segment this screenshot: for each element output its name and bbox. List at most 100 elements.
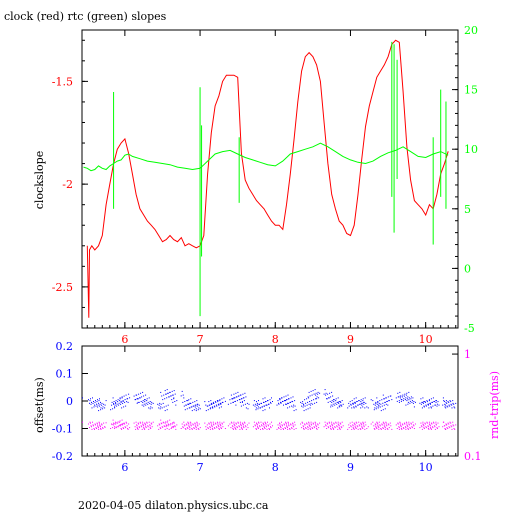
offset-point xyxy=(333,401,335,403)
offset-point xyxy=(362,400,364,402)
offset-point xyxy=(258,400,259,402)
rnd-trip-point xyxy=(193,428,195,429)
rnd-trip-point xyxy=(400,426,402,428)
rnd-trip-point xyxy=(453,428,455,429)
offset-point xyxy=(264,405,265,407)
offset-point xyxy=(119,398,121,400)
rnd-trip-point xyxy=(169,424,171,426)
rnd-trip-point xyxy=(452,424,454,426)
offset-point xyxy=(307,408,309,410)
offset-point xyxy=(411,400,413,402)
rnd-trip-point xyxy=(173,425,175,427)
offset-point xyxy=(187,400,189,402)
rnd-trip-point xyxy=(285,421,287,423)
rnd-trip-point xyxy=(114,428,116,429)
rnd-trip-point xyxy=(246,424,248,426)
rnd-trip-point xyxy=(262,428,263,429)
offset-point xyxy=(382,409,384,411)
offset-point xyxy=(98,400,100,402)
rnd-trip-point xyxy=(325,424,327,426)
rnd-trip-point xyxy=(184,425,186,427)
offset-point xyxy=(293,404,295,406)
rnd-trip-point xyxy=(352,424,354,426)
rnd-trip-point xyxy=(287,421,289,423)
offset-point xyxy=(289,401,291,403)
offset-point xyxy=(213,402,215,404)
rnd-trip-point xyxy=(245,426,247,428)
rnd-trip-point xyxy=(113,422,115,424)
offset-point xyxy=(366,406,368,408)
offset-point xyxy=(288,398,290,400)
rnd-trip-point xyxy=(167,423,169,425)
rnd-trip-point xyxy=(331,421,333,423)
rnd-trip-point xyxy=(114,426,116,428)
offset-point xyxy=(445,401,447,403)
rnd-trip-point xyxy=(303,428,305,429)
offset-point xyxy=(111,404,113,406)
rnd-trip-point xyxy=(326,428,328,429)
offset-point xyxy=(219,399,221,401)
rnd-trip-point xyxy=(404,423,406,425)
rnd-trip-point xyxy=(89,421,91,423)
rnd-trip-point xyxy=(169,419,171,421)
offset-point xyxy=(263,401,265,403)
rnd-trip-point xyxy=(234,427,236,429)
offset-point xyxy=(455,402,457,404)
offset-point xyxy=(291,400,293,402)
offset-point xyxy=(402,400,404,402)
rnd-trip-point xyxy=(400,428,402,429)
rnd-trip-point xyxy=(92,421,93,423)
rnd-trip-point xyxy=(382,428,384,429)
rnd-trip-point xyxy=(264,421,266,423)
rnd-trip-point xyxy=(145,427,147,429)
offset-point xyxy=(184,401,186,402)
offset-point xyxy=(327,393,329,395)
rnd-trip-point xyxy=(124,426,126,428)
rnd-trip-point xyxy=(126,425,128,427)
rnd-trip-point xyxy=(195,428,197,430)
rnd-trip-point xyxy=(304,424,306,426)
offset-point xyxy=(427,403,429,405)
offset-point xyxy=(308,397,310,399)
rnd-trip-point xyxy=(240,424,242,426)
rnd-trip-point xyxy=(206,424,208,426)
offset-point xyxy=(413,406,415,408)
rnd-trip-point xyxy=(264,427,265,429)
rnd-trip-point xyxy=(284,427,286,429)
rnd-trip-point xyxy=(242,424,244,426)
offset-point xyxy=(312,403,314,405)
offset-point xyxy=(266,404,268,406)
rnd-trip-point xyxy=(334,426,336,428)
offset-point xyxy=(429,402,431,404)
rnd-trip-point xyxy=(216,427,218,429)
rnd-trip-point xyxy=(142,421,144,423)
rnd-trip-point xyxy=(332,428,334,429)
offset-point xyxy=(220,402,222,404)
rnd-trip-point xyxy=(269,428,270,430)
offset-point xyxy=(183,397,185,399)
offset-point xyxy=(402,394,404,396)
rnd-trip-point xyxy=(292,423,294,425)
offset-point xyxy=(197,403,199,405)
offset-point xyxy=(126,401,128,403)
offset-point xyxy=(317,393,319,395)
offset-point xyxy=(140,401,142,402)
offset-point xyxy=(209,408,211,410)
rnd-trip-point xyxy=(140,425,142,427)
rnd-trip-point xyxy=(208,423,210,425)
offset-point xyxy=(149,401,151,402)
offset-point xyxy=(96,401,98,403)
rnd-trip-point xyxy=(229,423,231,425)
rnd-trip-point xyxy=(102,427,104,429)
offset-point xyxy=(400,400,402,402)
rnd-trip-point xyxy=(235,423,237,425)
bottom-x-tick-label: 7 xyxy=(197,461,204,474)
rnd-trip-point xyxy=(134,426,136,428)
offset-point xyxy=(447,401,449,403)
offset-point xyxy=(339,406,341,408)
offset-point xyxy=(390,395,392,397)
rnd-trip-point xyxy=(174,426,176,428)
offset-point xyxy=(197,409,199,411)
rnd-trip-point xyxy=(171,423,173,425)
top-y-tick-label: -1.5 xyxy=(52,75,73,88)
